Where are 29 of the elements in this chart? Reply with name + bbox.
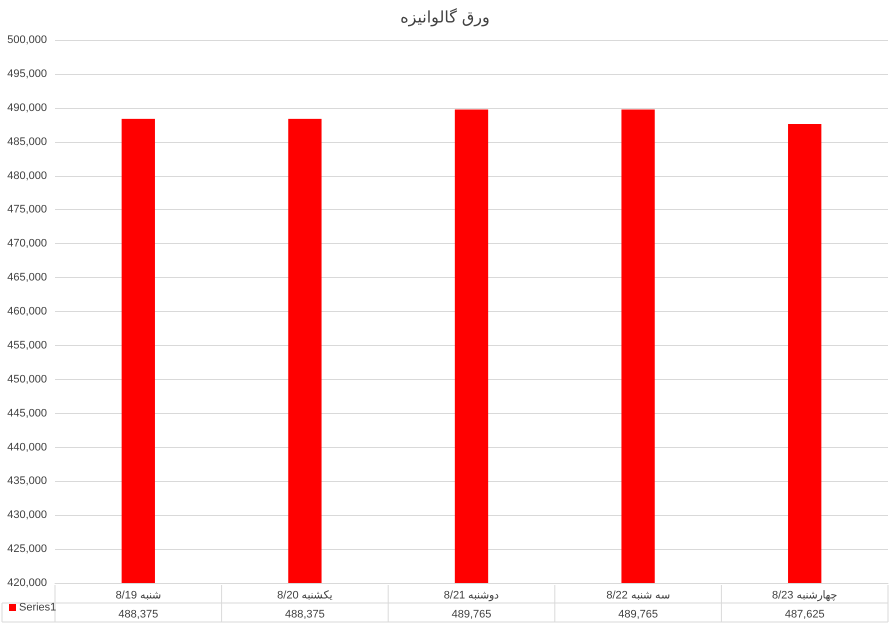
y-tick-label: 465,000 [7,272,47,284]
data-label: 488,375 [285,608,325,620]
y-tick-label: 490,000 [7,102,47,114]
data-label: 489,765 [618,608,658,620]
data-label: 489,765 [452,608,492,620]
y-tick-label: 495,000 [7,68,47,80]
y-tick-label: 460,000 [7,306,47,318]
x-tick-label: چهارشنبه 8/23 [772,590,838,602]
y-tick-label: 455,000 [7,339,47,352]
data-label: 488,375 [118,608,158,620]
x-tick-label: شنبه 8/19 [116,590,162,602]
y-tick-label: 445,000 [7,407,47,420]
data-label: 487,625 [784,608,825,620]
y-tick-label: 430,000 [7,509,47,522]
y-tick-label: 475,000 [7,204,47,216]
y-tick-label: 425,000 [7,543,47,556]
y-tick-label: 420,000 [7,577,47,589]
y-tick-label: 500,000 [7,34,47,46]
x-tick-label: یکشنبه 8/20 [277,590,333,602]
y-tick-label: 450,000 [7,373,47,386]
x-tick-label: دوشنبه 8/21 [444,590,500,602]
chart-title: ورق گالوانیزه [400,8,490,26]
y-tick-label: 470,000 [7,238,47,250]
y-tick-label: 485,000 [7,136,47,148]
y-tick-label: 435,000 [7,475,47,488]
legend-label: Series1 [19,602,56,614]
y-tick-label: 440,000 [7,441,47,454]
x-tick-label: سه شنبه 8/22 [606,590,670,602]
y-tick-label: 480,000 [7,170,47,182]
